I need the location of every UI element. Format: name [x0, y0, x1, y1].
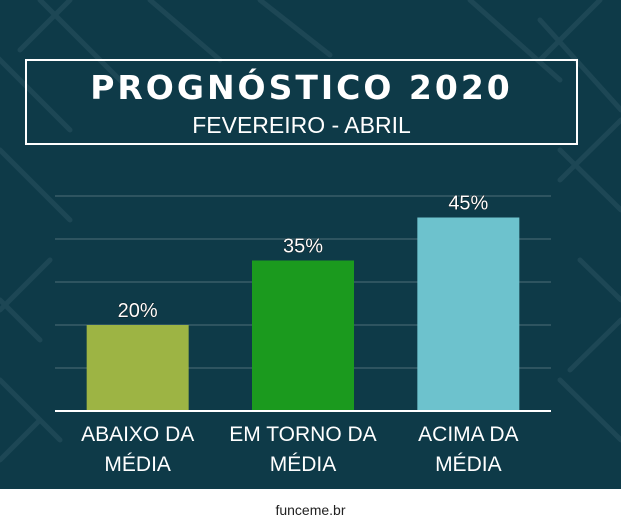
infographic-panel: PROGNÓSTICO 2020 FEVEREIRO - ABRIL 20% AB…	[0, 0, 621, 489]
bar	[252, 260, 354, 411]
chart-subtitle: FEVEREIRO - ABRIL	[192, 112, 411, 138]
category-label: MÉDIA	[270, 453, 337, 476]
footer: funceme.br	[0, 489, 621, 531]
category-label: ACIMA DA	[418, 423, 518, 446]
category-label: MÉDIA	[435, 453, 502, 476]
background-pattern	[0, 0, 621, 463]
title-box: PROGNÓSTICO 2020 FEVEREIRO - ABRIL	[25, 59, 578, 145]
bar-value-label: 20%	[118, 300, 158, 322]
bar-chart: 20% ABAIXO DA MÉDIA 35% EM TORNO DA MÉDIA 45% A…	[55, 192, 551, 476]
category-label: EM TORNO DA	[229, 423, 376, 446]
footer-site-link[interactable]: funceme.br	[275, 502, 346, 518]
bar	[417, 217, 520, 411]
bar-value-label: 35%	[283, 236, 323, 258]
category-label: MÉDIA	[104, 453, 171, 476]
chart-title: PROGNÓSTICO 2020	[90, 68, 513, 107]
category-label: ABAIXO DA	[81, 423, 194, 446]
bar	[86, 325, 189, 411]
bar-value-label: 45%	[448, 193, 488, 215]
